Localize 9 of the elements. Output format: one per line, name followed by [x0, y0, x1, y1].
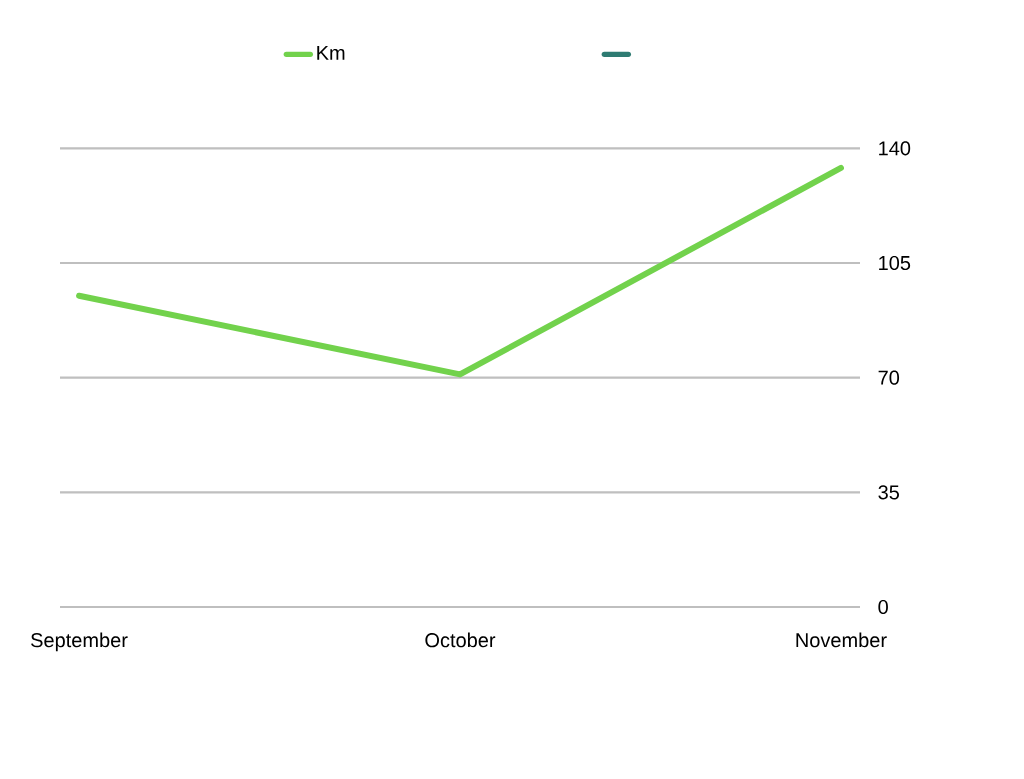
y-tick-label: 70: [878, 370, 900, 385]
x-tick-label: September: [31, 632, 128, 652]
x-tick-label: November: [796, 632, 887, 648]
y-tick-label: 35: [878, 485, 900, 500]
y-tick-label: 0: [878, 599, 888, 615]
x-tick-label: October: [425, 632, 496, 648]
y-tick-label: 140: [879, 141, 911, 156]
y-tick-label: 105: [879, 255, 911, 271]
legend-label: Km: [317, 45, 345, 60]
